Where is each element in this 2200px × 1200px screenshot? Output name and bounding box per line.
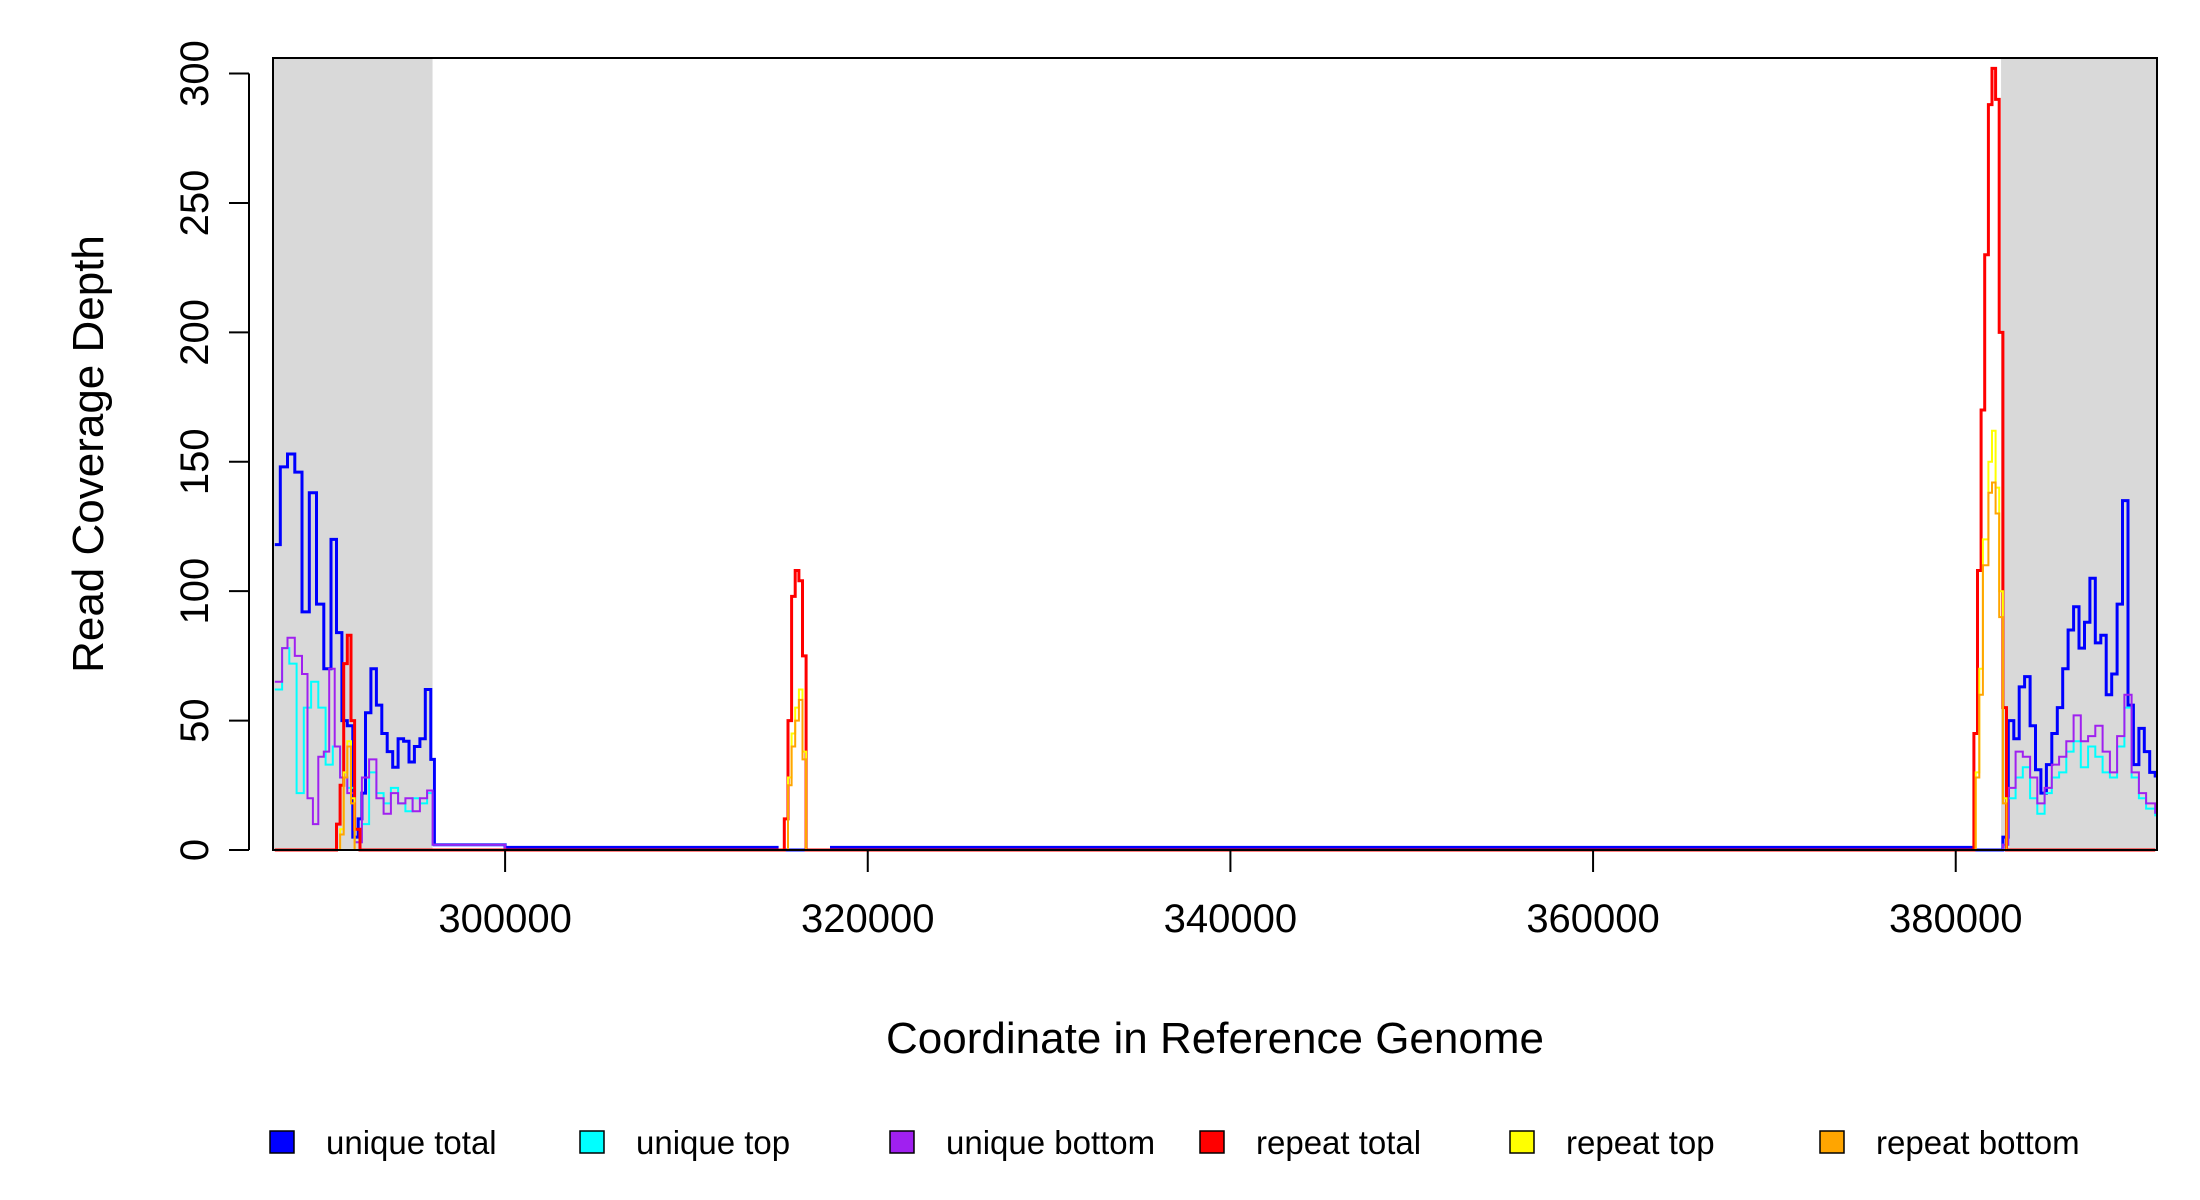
x-axis: 300000 320000 340000 360000 380000	[438, 849, 2022, 941]
series-unique-total	[274, 452, 2157, 852]
y-tick-label: 300	[173, 40, 217, 107]
plot-frame	[272, 57, 2158, 851]
series-repeat-bottom	[274, 481, 2156, 851]
series-unique-top	[274, 647, 2157, 851]
legend-label-unique-bottom: unique bottom	[946, 1124, 1155, 1161]
legend-label-repeat-bottom: repeat bottom	[1876, 1124, 2080, 1161]
legend: unique total unique top unique bottom repea…	[269, 1124, 2080, 1161]
y-axis-title: Read Coverage Depth	[64, 235, 113, 673]
x-tick-label: 300000	[438, 897, 571, 941]
legend-label-unique-top: unique top	[636, 1124, 790, 1161]
legend-swatch-repeat-bottom	[1819, 1130, 1845, 1154]
legend-swatch-repeat-total	[1199, 1130, 1225, 1154]
shaded-region-1	[273, 58, 433, 850]
series-repeat-total	[274, 66, 2156, 852]
legend-swatch-repeat-top	[1509, 1130, 1535, 1154]
legend-label-unique-total: unique total	[326, 1124, 497, 1161]
y-tick-label: 50	[173, 698, 217, 743]
x-axis-title: Coordinate in Reference Genome	[886, 1014, 1544, 1063]
legend-label-repeat-top: repeat top	[1566, 1124, 1715, 1161]
y-tick-label: 200	[173, 299, 217, 366]
legend-swatch-unique-top	[579, 1130, 605, 1154]
x-tick-label: 360000	[1526, 897, 1659, 941]
y-tick-label: 100	[173, 558, 217, 625]
series-unique-bottom	[274, 636, 2157, 851]
shaded-regions	[273, 58, 2157, 850]
legend-label-repeat-total: repeat total	[1256, 1124, 1421, 1161]
legend-swatch-unique-bottom	[889, 1130, 915, 1154]
x-tick-label: 320000	[801, 897, 934, 941]
series-lines	[274, 66, 2157, 852]
y-axis: 0 50 100 150 200 250 300	[173, 40, 250, 861]
legend-swatch-unique-total	[269, 1130, 295, 1154]
y-tick-label: 150	[173, 428, 217, 495]
y-tick-label: 250	[173, 170, 217, 237]
x-tick-label: 380000	[1889, 897, 2022, 941]
y-tick-label: 0	[173, 839, 217, 861]
series-repeat-top	[274, 429, 2156, 851]
x-tick-label: 340000	[1164, 897, 1297, 941]
